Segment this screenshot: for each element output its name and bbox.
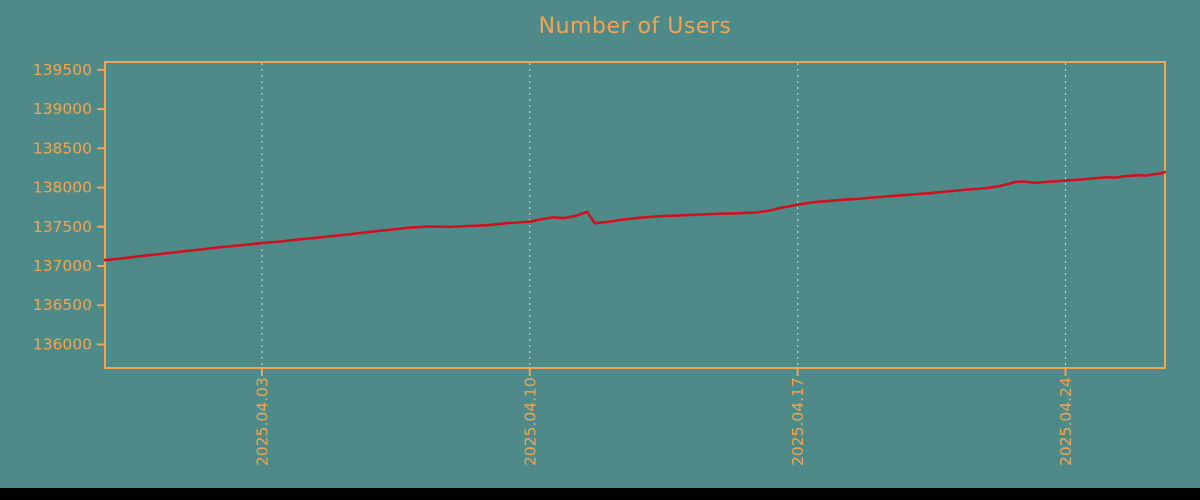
chart-title: Number of Users (538, 14, 732, 39)
y-tick-label: 139000 (33, 100, 92, 118)
y-tick-label: 138000 (33, 179, 92, 197)
x-tick-label: 2025.04.17 (789, 377, 807, 466)
y-tick-label: 136500 (33, 296, 92, 314)
y-tick-label: 137500 (33, 218, 92, 236)
line-chart: 139500 139000 138500 138000 137500 137000 1365… (33, 61, 1167, 466)
y-tick-label: 137000 (33, 257, 92, 275)
users-data-line (103, 170, 1167, 262)
y-tick-label: 136000 (33, 335, 92, 353)
x-tick-label: 2025.04.03 (253, 377, 271, 466)
y-tick-label: 139500 (33, 61, 92, 79)
y-tick-label: 138500 (33, 139, 92, 157)
bottom-bar (0, 488, 1200, 500)
plot-border (104, 61, 1166, 369)
x-tick-label: 2025.04.24 (1057, 377, 1075, 466)
x-tick-label: 2025.04.10 (521, 377, 539, 466)
